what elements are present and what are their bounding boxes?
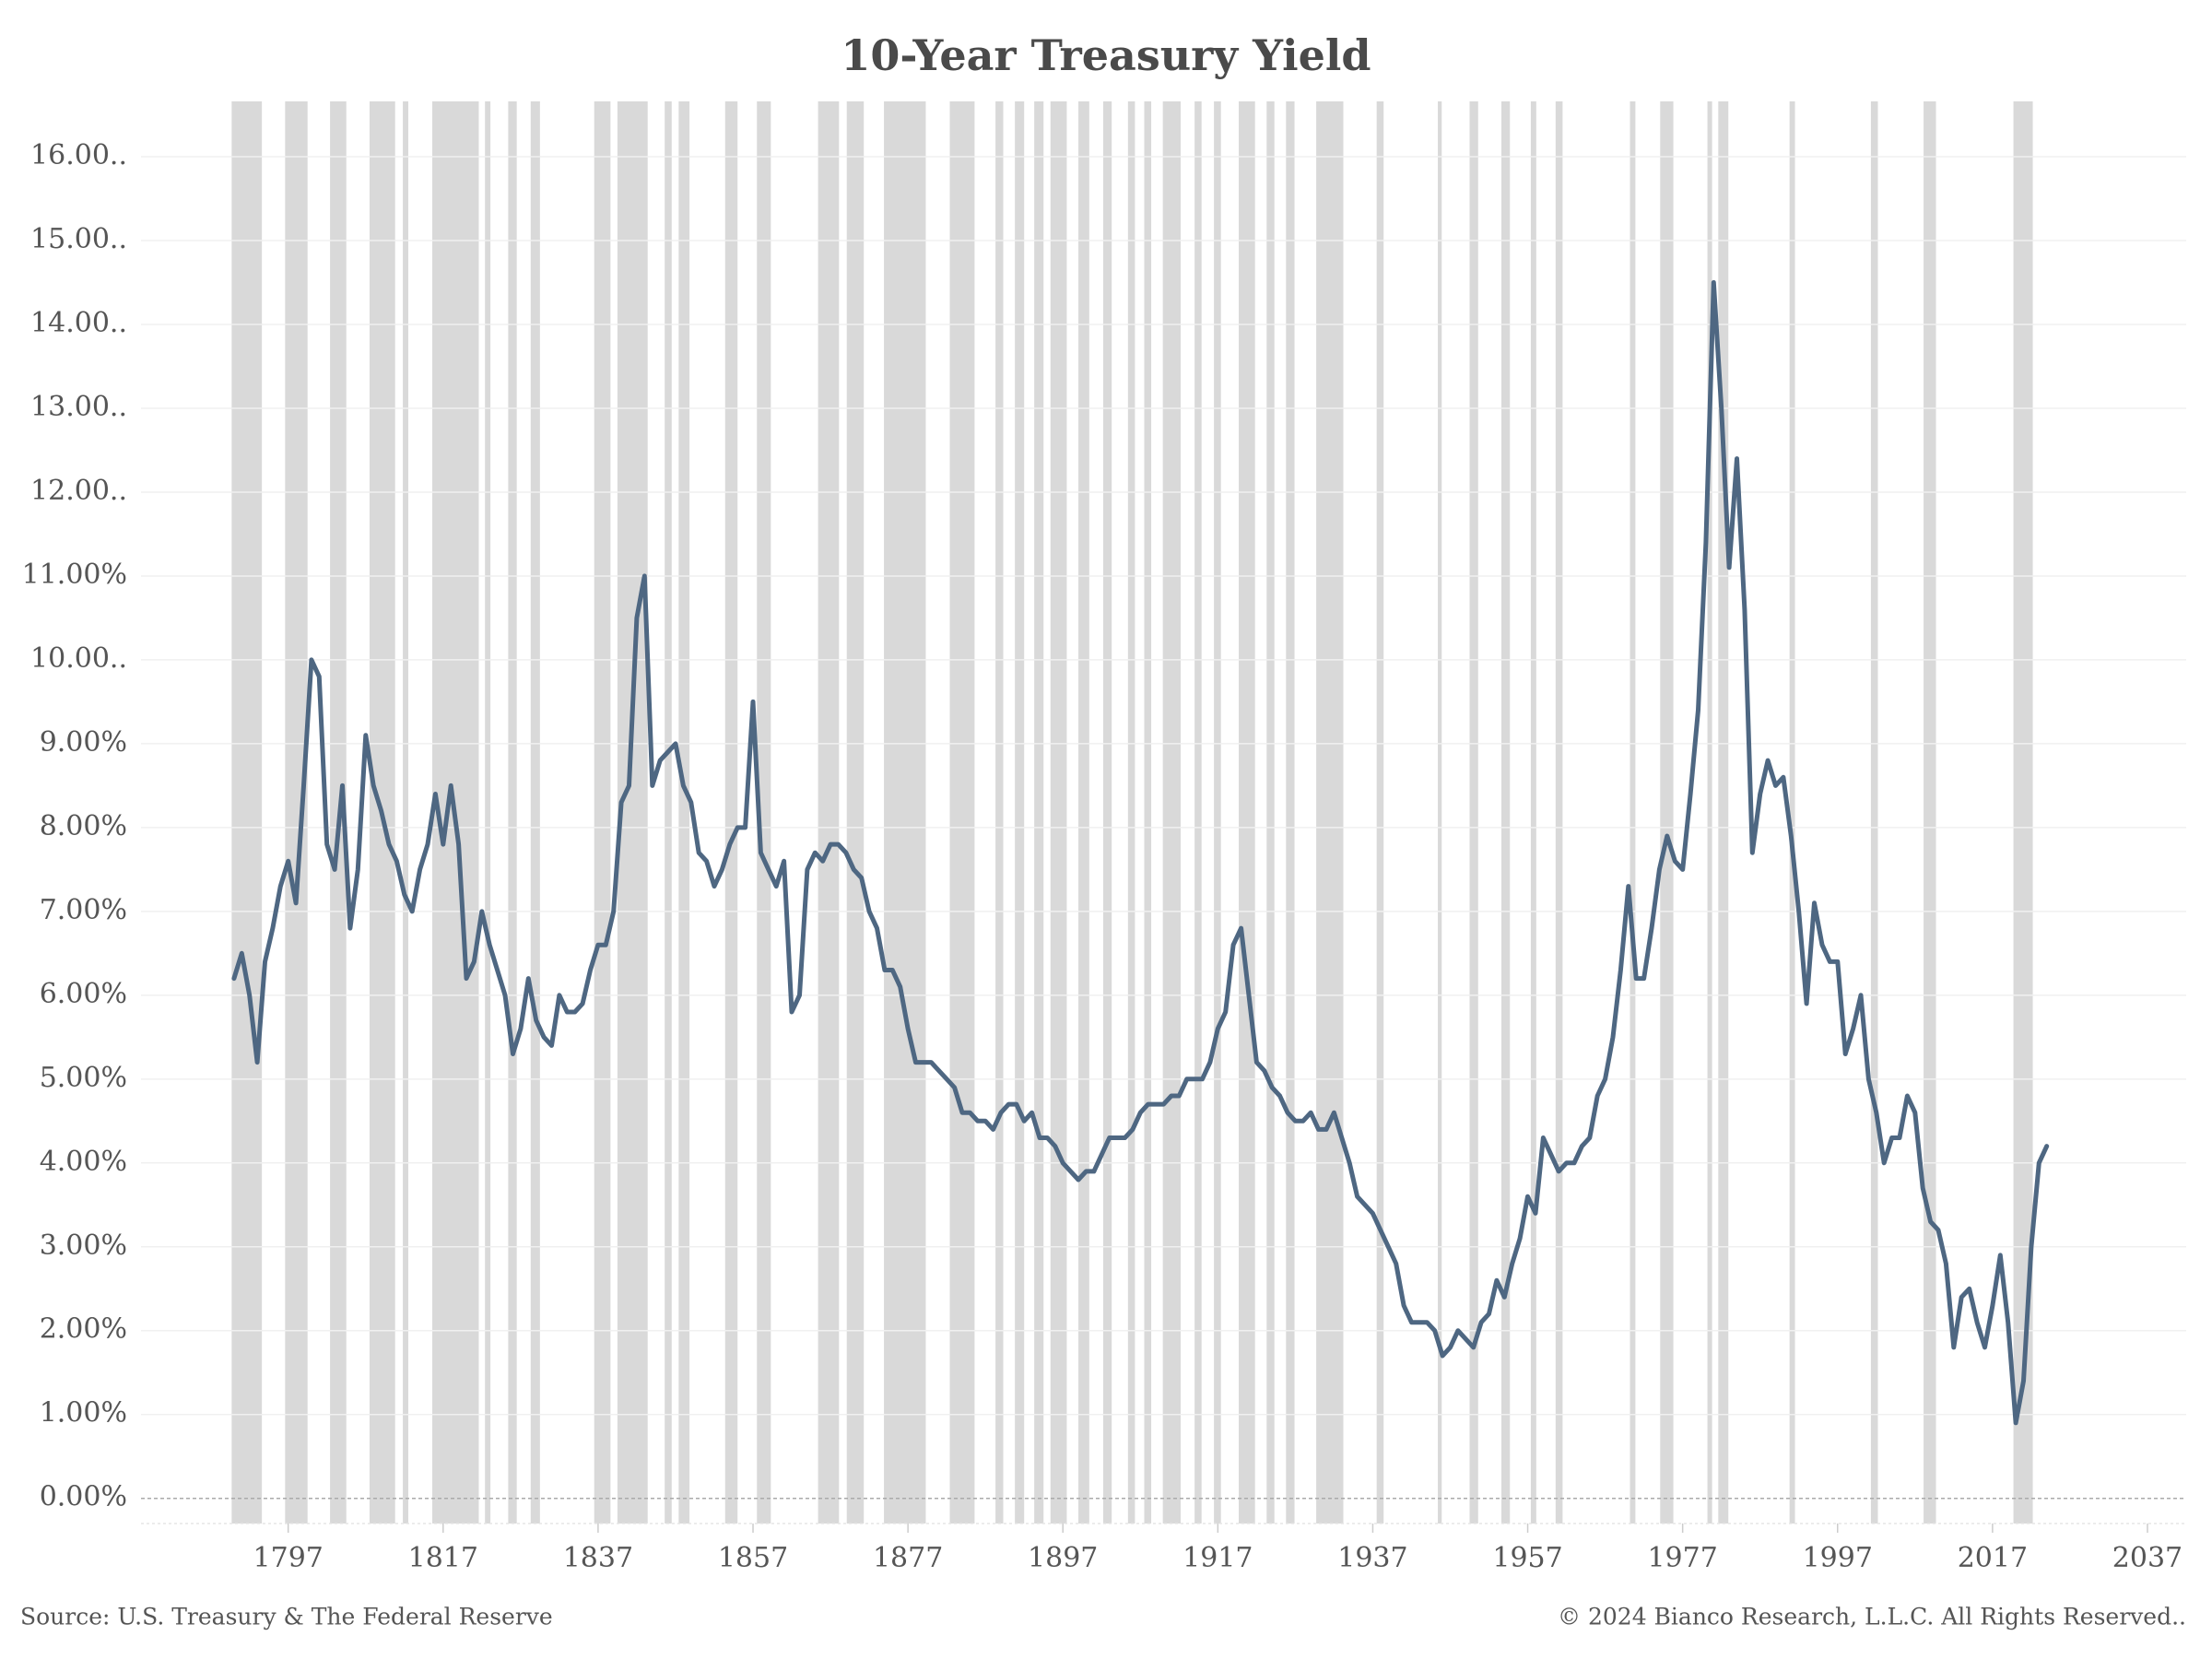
recession-band bbox=[1924, 101, 1936, 1524]
y-tick-label: 12.00.. bbox=[30, 475, 127, 507]
recession-band bbox=[1214, 101, 1221, 1524]
recession-band bbox=[1438, 101, 1442, 1524]
y-tick-label: 14.00.. bbox=[30, 307, 127, 339]
y-tick-label: 15.00.. bbox=[30, 223, 127, 255]
recession-band bbox=[846, 101, 865, 1524]
recession-band bbox=[1102, 101, 1112, 1524]
recession-band bbox=[1630, 101, 1636, 1524]
recession-band bbox=[1239, 101, 1255, 1524]
recession-band bbox=[1789, 101, 1795, 1524]
recession-bands bbox=[231, 101, 2033, 1524]
x-tick-label: 1897 bbox=[1028, 1542, 1098, 1574]
recession-band bbox=[757, 101, 771, 1524]
recession-band bbox=[1266, 101, 1275, 1524]
recession-band bbox=[995, 101, 1004, 1524]
y-tick-label: 11.00% bbox=[22, 559, 127, 591]
recession-band bbox=[1707, 101, 1712, 1524]
x-tick-label: 1797 bbox=[253, 1542, 324, 1574]
recession-band bbox=[1316, 101, 1344, 1524]
x-tick-label: 2037 bbox=[2112, 1542, 2183, 1574]
chart-title: 10-Year Treasury Yield bbox=[841, 30, 1371, 80]
x-tick-label: 1837 bbox=[563, 1542, 633, 1574]
source-note: Source: U.S. Treasury & The Federal Rese… bbox=[20, 1604, 553, 1630]
x-tick-label: 2017 bbox=[1958, 1542, 2028, 1574]
y-tick-label: 6.00% bbox=[40, 978, 127, 1010]
x-tick-label: 1937 bbox=[1337, 1542, 1407, 1574]
y-tick-label: 16.00.. bbox=[30, 139, 127, 171]
y-tick-label: 13.00.. bbox=[30, 391, 127, 423]
recession-band bbox=[508, 101, 517, 1524]
y-tick-label: 7.00% bbox=[40, 894, 127, 926]
series bbox=[231, 280, 2050, 1426]
copyright-note: © 2024 Bianco Research, L.L.C. All Right… bbox=[1558, 1604, 2186, 1630]
recession-band bbox=[1162, 101, 1181, 1524]
recession-band bbox=[594, 101, 611, 1524]
recession-band bbox=[1127, 101, 1135, 1524]
recession-band bbox=[949, 101, 975, 1524]
recession-band bbox=[1034, 101, 1044, 1524]
recession-band bbox=[724, 101, 738, 1524]
recession-band bbox=[884, 101, 926, 1524]
recession-band bbox=[1870, 101, 1878, 1524]
recession-band bbox=[530, 101, 540, 1524]
recession-band bbox=[1500, 101, 1511, 1524]
y-tick-label: 2.00% bbox=[40, 1313, 127, 1346]
recession-band bbox=[1286, 101, 1295, 1524]
y-tick-label: 9.00% bbox=[40, 726, 127, 759]
x-tick-label: 1977 bbox=[1647, 1542, 1717, 1574]
recession-band bbox=[678, 101, 690, 1524]
recession-band bbox=[1530, 101, 1536, 1524]
y-tick-label: 1.00% bbox=[40, 1397, 127, 1430]
y-tick-label: 0.00% bbox=[40, 1481, 127, 1513]
y-tick-label: 5.00% bbox=[40, 1062, 127, 1094]
recession-band bbox=[1144, 101, 1152, 1524]
recession-band bbox=[1015, 101, 1025, 1524]
x-tick-label: 1817 bbox=[408, 1542, 478, 1574]
y-tick-label: 8.00% bbox=[40, 810, 127, 842]
y-tick-label: 3.00% bbox=[40, 1230, 127, 1262]
axes: 0.00% 1.00% 2.00% 3.00% 4.00% 5.00% 6.00% 7.00%… bbox=[22, 139, 2186, 1574]
recession-band bbox=[1555, 101, 1563, 1524]
recession-band bbox=[818, 101, 840, 1524]
recession-band bbox=[2013, 101, 2033, 1524]
x-tick-label: 1877 bbox=[873, 1542, 943, 1574]
x-tick-label: 1997 bbox=[1803, 1542, 1873, 1574]
recession-band bbox=[1050, 101, 1067, 1524]
recession-band bbox=[403, 101, 408, 1524]
recession-band bbox=[231, 101, 263, 1524]
recession-band bbox=[485, 101, 491, 1524]
x-tick-label: 1917 bbox=[1182, 1542, 1253, 1574]
recession-band bbox=[1078, 101, 1089, 1524]
recession-band bbox=[1660, 101, 1674, 1524]
x-tick-label: 1857 bbox=[718, 1542, 788, 1574]
yield-line bbox=[231, 280, 2050, 1426]
x-tick-label: 1957 bbox=[1492, 1542, 1562, 1574]
y-tick-label: 4.00% bbox=[40, 1146, 127, 1178]
recession-band bbox=[665, 101, 672, 1524]
recession-band bbox=[1718, 101, 1729, 1524]
recession-band bbox=[1194, 101, 1202, 1524]
grid bbox=[141, 156, 2186, 1500]
y-tick-label: 10.00.. bbox=[30, 642, 127, 675]
recession-band bbox=[1469, 101, 1478, 1524]
recession-band bbox=[1376, 101, 1384, 1524]
